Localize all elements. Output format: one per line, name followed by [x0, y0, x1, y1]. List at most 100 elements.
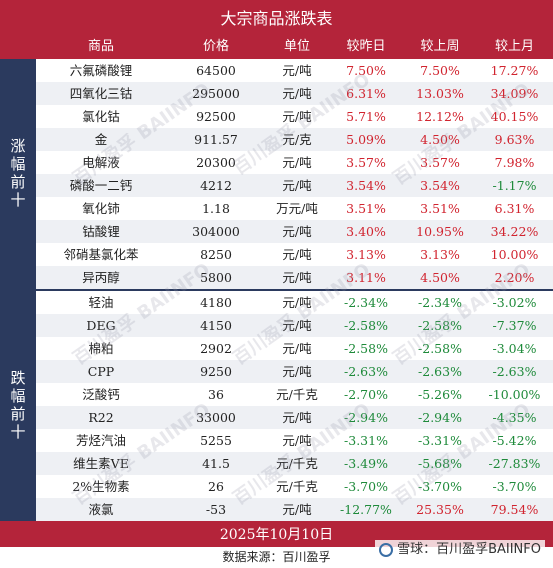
- cell-month-change: 10.00%: [490, 247, 539, 262]
- cell-day-change: 3.40%: [346, 224, 386, 239]
- cell-week-change: -3.31%: [418, 433, 462, 448]
- cell-day-change: -3.49%: [344, 456, 388, 471]
- rising-table: 六氟磷酸锂 64500 元/吨 7.50% 7.50% 17.27% 四氧化三钴 295000…: [36, 59, 553, 289]
- cell-week-change: 12.12%: [416, 109, 464, 124]
- table-row: 棉粕 2902 元/吨 -2.58% -2.58% -3.04%: [36, 337, 553, 360]
- cell-month-change: 17.27%: [490, 63, 539, 78]
- cell-month-change: 79.54%: [490, 502, 539, 517]
- header-month: 较上月: [494, 39, 534, 54]
- table-row: 金 911.57 元/克 5.09% 4.50% 9.63%: [36, 128, 553, 151]
- cell-name: 芳烃汽油: [75, 433, 126, 448]
- table-row: 液氯 -53 元/吨 -12.77% 25.35% 79.54%: [36, 498, 553, 521]
- cell-day-change: -2.58%: [344, 318, 388, 333]
- table-row: 轻油 4180 元/吨 -2.34% -2.34% -3.02%: [36, 291, 553, 314]
- cell-month-change: 34.22%: [490, 224, 539, 239]
- cell-day-change: 3.57%: [346, 155, 386, 170]
- cell-unit: 元/千克: [276, 456, 318, 471]
- cell-day-change: -3.70%: [344, 479, 388, 494]
- cell-price: 5255: [200, 433, 232, 448]
- snowball-logo-icon: [379, 543, 394, 557]
- cell-week-change: 3.54%: [420, 178, 460, 193]
- table-row: 电解液 20300 元/吨 3.57% 3.57% 7.98%: [36, 151, 553, 174]
- cell-week-change: -2.63%: [418, 364, 462, 379]
- cell-name: 磷酸一二钙: [69, 178, 133, 193]
- cell-name: 邻硝基氯化苯: [63, 247, 139, 262]
- cell-day-change: -2.70%: [344, 387, 388, 402]
- cell-week-change: 3.13%: [420, 247, 460, 262]
- cell-price: 36: [208, 387, 224, 402]
- table-row: 2%生物素 26 元/千克 -3.70% -3.70% -3.70%: [36, 475, 553, 498]
- cell-price: 911.57: [194, 132, 238, 147]
- brand-text: 雪球：百川盈孚BAIINFO: [397, 542, 541, 557]
- table-title: 大宗商品涨跌表: [0, 0, 553, 34]
- cell-week-change: -5.68%: [418, 456, 462, 471]
- cell-price: 20300: [196, 155, 236, 170]
- cell-name: CPP: [87, 364, 115, 379]
- table-row: 芳烃汽油 5255 元/吨 -3.31% -3.31% -5.42%: [36, 429, 553, 452]
- cell-day-change: -2.94%: [344, 410, 388, 425]
- cell-week-change: 4.50%: [420, 270, 460, 285]
- cell-day-change: -2.58%: [344, 341, 388, 356]
- table-row: 氧化铈 1.18 万元/吨 3.51% 3.51% 6.31%: [36, 197, 553, 220]
- cell-price: 41.5: [202, 456, 230, 471]
- cell-month-change: -27.83%: [488, 456, 541, 471]
- cell-month-change: -7.37%: [492, 318, 537, 333]
- cell-name: 维生素VE: [73, 456, 129, 471]
- cell-month-change: 34.09%: [490, 86, 539, 101]
- cell-unit: 元/吨: [282, 295, 312, 310]
- cell-price: -53: [205, 502, 227, 517]
- cell-name: 轻油: [88, 295, 114, 310]
- cell-month-change: -3.04%: [492, 341, 537, 356]
- cell-unit: 元/吨: [282, 364, 312, 379]
- cell-price: 26: [208, 479, 224, 494]
- cell-day-change: 5.71%: [346, 109, 386, 124]
- header-name: 商品: [87, 39, 114, 54]
- cell-week-change: 3.57%: [420, 155, 460, 170]
- cell-month-change: -1.17%: [492, 178, 537, 193]
- cell-month-change: -2.63%: [492, 364, 537, 379]
- brand-tag: 雪球：百川盈孚BAIINFO: [375, 540, 545, 560]
- cell-name: 六氟磷酸锂: [69, 63, 133, 78]
- cell-name: 四氧化三钴: [69, 86, 133, 101]
- cell-day-change: 3.51%: [346, 201, 386, 216]
- cell-day-change: 3.11%: [346, 270, 386, 285]
- cell-name: DEG: [86, 318, 116, 333]
- cell-month-change: 9.63%: [494, 132, 535, 147]
- falling-table: 轻油 4180 元/吨 -2.34% -2.34% -3.02% DEG 4150 元/吨 -2.…: [36, 291, 553, 521]
- cell-unit: 元/千克: [276, 479, 318, 494]
- cell-month-change: 40.15%: [490, 109, 539, 124]
- cell-price: 2902: [200, 341, 232, 356]
- cell-name: 液氯: [88, 502, 114, 517]
- cell-week-change: 13.03%: [416, 86, 464, 101]
- cell-price: 4212: [200, 178, 232, 193]
- cell-unit: 元/吨: [282, 86, 312, 101]
- cell-week-change: 3.51%: [420, 201, 460, 216]
- header-unit: 单位: [283, 39, 310, 54]
- cell-unit: 元/克: [282, 132, 312, 147]
- cell-price: 5800: [200, 270, 232, 285]
- cell-unit: 元/吨: [282, 224, 312, 239]
- cell-unit: 元/吨: [282, 341, 312, 356]
- cell-week-change: -2.58%: [418, 341, 462, 356]
- cell-name: 异丙醇: [82, 270, 120, 285]
- cell-week-change: 7.50%: [420, 63, 460, 78]
- table-row: 六氟磷酸锂 64500 元/吨 7.50% 7.50% 17.27%: [36, 59, 553, 82]
- cell-name: 钴酸锂: [82, 224, 120, 239]
- cell-unit: 元/吨: [282, 109, 312, 124]
- cell-day-change: 3.54%: [346, 178, 386, 193]
- data-source: 数据来源：百川盈孚: [222, 550, 331, 564]
- table-row: 氯化钴 92500 元/吨 5.71% 12.12% 40.15%: [36, 105, 553, 128]
- cell-month-change: -3.70%: [492, 479, 537, 494]
- cell-unit: 元/吨: [282, 155, 312, 170]
- cell-price: 9250: [200, 364, 232, 379]
- cell-day-change: -2.63%: [344, 364, 388, 379]
- table-row: 泛酸钙 36 元/千克 -2.70% -5.26% -10.00%: [36, 383, 553, 406]
- cell-unit: 元/吨: [282, 270, 312, 285]
- cell-day-change: -3.31%: [344, 433, 388, 448]
- cell-name: 棉粕: [88, 341, 114, 356]
- cell-unit: 元/吨: [282, 63, 312, 78]
- header-row: 商品 价格 单位 较昨日 较上周 较上月: [0, 34, 553, 59]
- cell-week-change: -5.26%: [418, 387, 462, 402]
- cell-price: 4180: [200, 295, 232, 310]
- cell-unit: 元/吨: [282, 410, 312, 425]
